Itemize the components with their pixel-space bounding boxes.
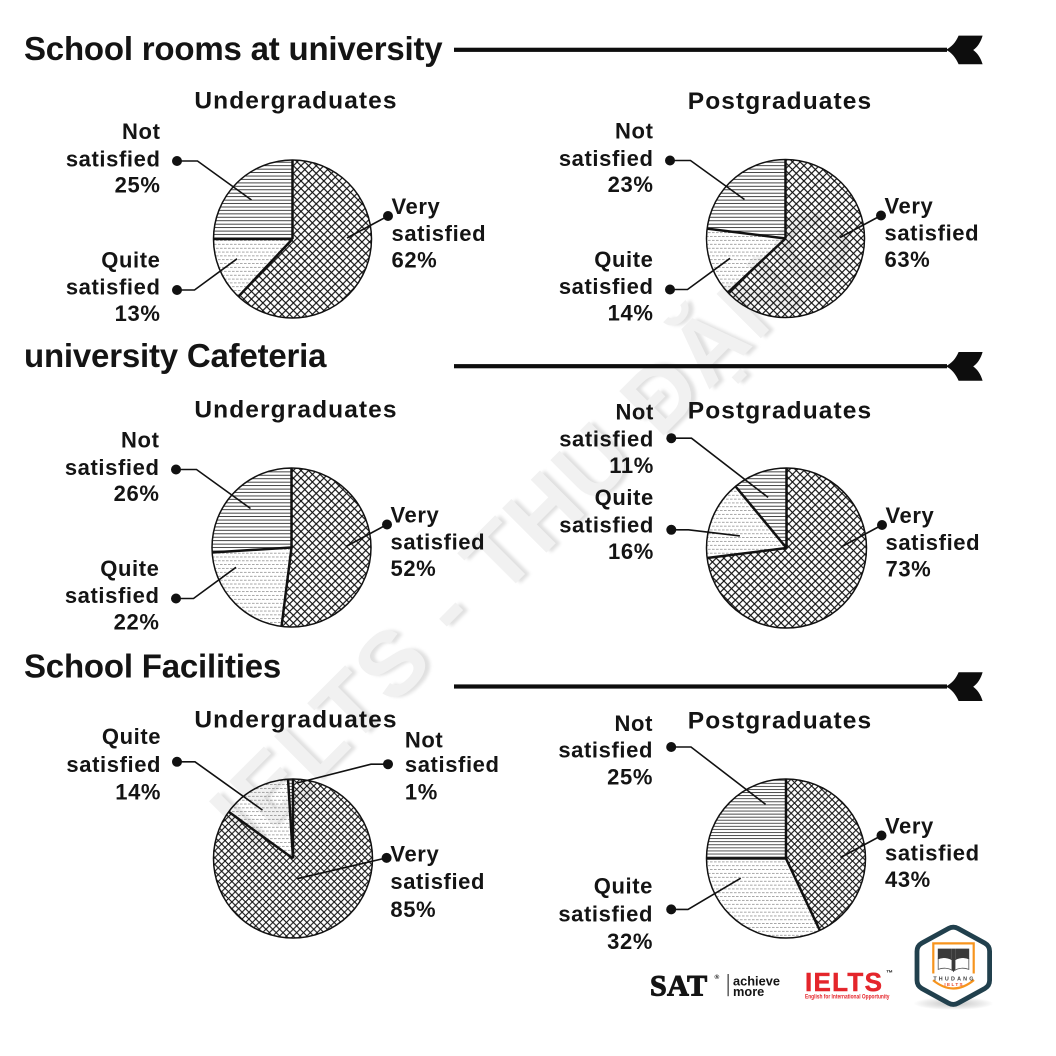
svg-text:Quite: Quite	[102, 724, 161, 749]
svg-text:satisfied: satisfied	[405, 752, 500, 777]
svg-text:43%: 43%	[885, 867, 931, 892]
svg-text:14%: 14%	[608, 301, 654, 326]
svg-text:Quite: Quite	[595, 485, 654, 510]
svg-text:satisfied: satisfied	[391, 530, 486, 555]
svg-text:13%: 13%	[115, 301, 161, 326]
svg-text:SAT: SAT	[650, 969, 708, 1002]
svg-text:1%: 1%	[405, 780, 438, 805]
svg-text:English for International Oppo: English for International Opportunity	[805, 995, 890, 1001]
svg-text:satisfied: satisfied	[886, 530, 981, 555]
svg-text:Not: Not	[615, 119, 654, 144]
svg-text:63%: 63%	[885, 247, 931, 272]
svg-text:16%: 16%	[608, 539, 654, 564]
svg-text:satisfied: satisfied	[66, 275, 161, 300]
svg-text:satisfied: satisfied	[559, 427, 654, 452]
svg-text:university Cafeteria: university Cafeteria	[24, 337, 327, 374]
svg-text:more: more	[733, 984, 764, 999]
svg-text:Postgraduates: Postgraduates	[688, 398, 872, 425]
svg-text:25%: 25%	[607, 765, 653, 790]
svg-text:Very: Very	[886, 503, 935, 528]
svg-text:satisfied: satisfied	[885, 221, 980, 246]
svg-text:satisfied: satisfied	[65, 583, 160, 608]
svg-text:satisfied: satisfied	[559, 146, 654, 171]
svg-text:14%: 14%	[115, 780, 161, 805]
svg-text:satisfied: satisfied	[392, 221, 487, 246]
svg-text:Very: Very	[885, 814, 934, 839]
svg-text:IELTS: IELTS	[944, 982, 964, 987]
svg-text:satisfied: satisfied	[65, 455, 160, 480]
svg-text:26%: 26%	[114, 481, 160, 506]
svg-text:™: ™	[886, 970, 893, 977]
svg-text:Postgraduates: Postgraduates	[688, 708, 872, 735]
svg-text:85%: 85%	[390, 897, 436, 922]
svg-text:School rooms at university: School rooms at university	[24, 30, 443, 67]
svg-text:52%: 52%	[391, 556, 437, 581]
svg-text:Not: Not	[615, 711, 654, 736]
svg-text:Postgraduates: Postgraduates	[688, 88, 872, 115]
svg-text:Very: Very	[391, 503, 440, 528]
svg-text:Undergraduates: Undergraduates	[194, 397, 397, 424]
svg-text:satisfied: satisfied	[66, 752, 161, 777]
svg-text:®: ®	[715, 973, 720, 981]
svg-text:Quite: Quite	[100, 556, 159, 581]
svg-text:62%: 62%	[392, 248, 438, 273]
svg-text:23%: 23%	[608, 172, 654, 197]
svg-text:satisfied: satisfied	[559, 274, 654, 299]
svg-text:Very: Very	[390, 842, 439, 867]
svg-text:Very: Very	[392, 194, 441, 219]
svg-text:Not: Not	[615, 400, 654, 425]
svg-text:School Facilities: School Facilities	[24, 648, 281, 685]
svg-text:THUDANG: THUDANG	[933, 977, 975, 983]
svg-text:satisfied: satisfied	[885, 841, 980, 866]
svg-text:satisfied: satisfied	[558, 738, 653, 763]
svg-text:satisfied: satisfied	[390, 869, 485, 894]
svg-text:25%: 25%	[115, 173, 161, 198]
svg-text:achieve: achieve	[733, 974, 780, 989]
svg-text:Quite: Quite	[101, 248, 160, 273]
svg-text:Undergraduates: Undergraduates	[194, 707, 397, 734]
svg-text:Quite: Quite	[594, 247, 653, 272]
svg-text:11%: 11%	[609, 453, 654, 478]
svg-text:Not: Not	[121, 428, 160, 453]
svg-text:Not: Not	[405, 728, 444, 753]
svg-text:Very: Very	[885, 194, 934, 219]
svg-text:IELTS: IELTS	[805, 967, 883, 997]
svg-text:satisfied: satisfied	[558, 902, 653, 927]
svg-text:Quite: Quite	[594, 874, 653, 899]
svg-text:Undergraduates: Undergraduates	[194, 88, 397, 115]
svg-text:Not: Not	[122, 119, 161, 144]
svg-text:satisfied: satisfied	[66, 147, 161, 172]
svg-text:73%: 73%	[886, 557, 932, 582]
svg-text:satisfied: satisfied	[559, 513, 654, 538]
svg-text:22%: 22%	[114, 610, 160, 635]
svg-text:32%: 32%	[607, 929, 653, 954]
